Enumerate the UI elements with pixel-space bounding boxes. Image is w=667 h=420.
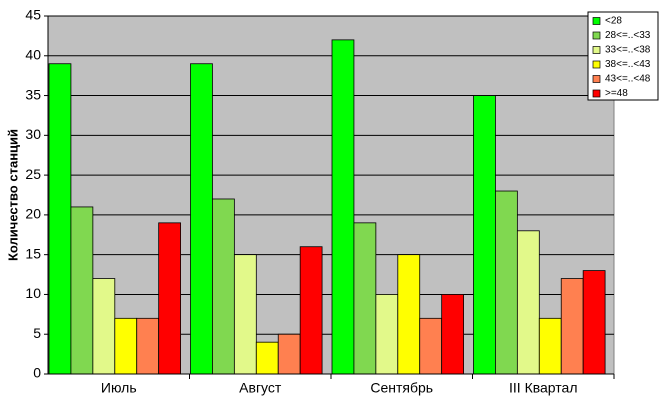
y-tick-label: 0: [33, 365, 41, 381]
y-tick-label: 40: [25, 46, 41, 62]
bar: [441, 294, 464, 375]
bar: [353, 222, 377, 375]
bar: [538, 317, 562, 375]
bar: [516, 230, 540, 375]
bar: [560, 278, 584, 375]
legend-label: >=48: [605, 88, 628, 99]
legend-swatch: [592, 89, 601, 98]
bar: [92, 278, 116, 375]
legend-label: 38<=..<43: [605, 59, 651, 70]
legend-swatch: [592, 60, 601, 69]
bar: [495, 190, 518, 375]
x-tick-label: Сентябрь: [370, 380, 433, 396]
x-tick-label: Август: [239, 380, 282, 396]
x-tick-label: Июль: [101, 380, 137, 396]
y-tick-label: 45: [25, 7, 41, 23]
bar: [473, 95, 496, 375]
bar: [233, 254, 257, 375]
bar: [114, 317, 138, 375]
bar: [70, 206, 94, 375]
bar: [375, 294, 399, 375]
bar: [419, 317, 443, 375]
legend-swatch: [592, 46, 601, 54]
bar: [277, 333, 301, 375]
bar: [136, 317, 160, 375]
legend-label: <28: [605, 16, 622, 27]
bar: [255, 341, 279, 375]
legend: <28 28<=..<33 33<=..<38 38<=..<43 43<=..<48 >…: [587, 11, 659, 101]
bar: [582, 270, 606, 375]
y-tick-label: 30: [25, 126, 41, 142]
bar: [190, 63, 213, 375]
legend-label: 28<=..<33: [605, 30, 651, 41]
legend-swatch: [592, 17, 601, 25]
legend-label: 43<=..<48: [605, 74, 651, 85]
x-tick-label: III Квартал: [509, 380, 577, 396]
legend-label: 33<=..<38: [605, 45, 651, 56]
legend-swatch: [592, 31, 601, 40]
bar: [212, 198, 235, 375]
y-tick-label: 20: [25, 206, 41, 222]
legend-box: [587, 11, 659, 101]
bar: [397, 254, 421, 375]
bar: [331, 39, 355, 375]
legend-swatch: [592, 75, 601, 83]
y-tick-label: 15: [25, 245, 41, 261]
y-tick-label: 10: [25, 285, 41, 301]
y-tick-label: 5: [33, 325, 41, 341]
y-axis-label: Количество станций: [5, 129, 20, 261]
bar: [48, 63, 72, 375]
y-tick-label: 25: [25, 166, 41, 182]
y-tick-label: 35: [25, 86, 41, 102]
bar: [158, 222, 181, 375]
bar: [299, 246, 323, 375]
